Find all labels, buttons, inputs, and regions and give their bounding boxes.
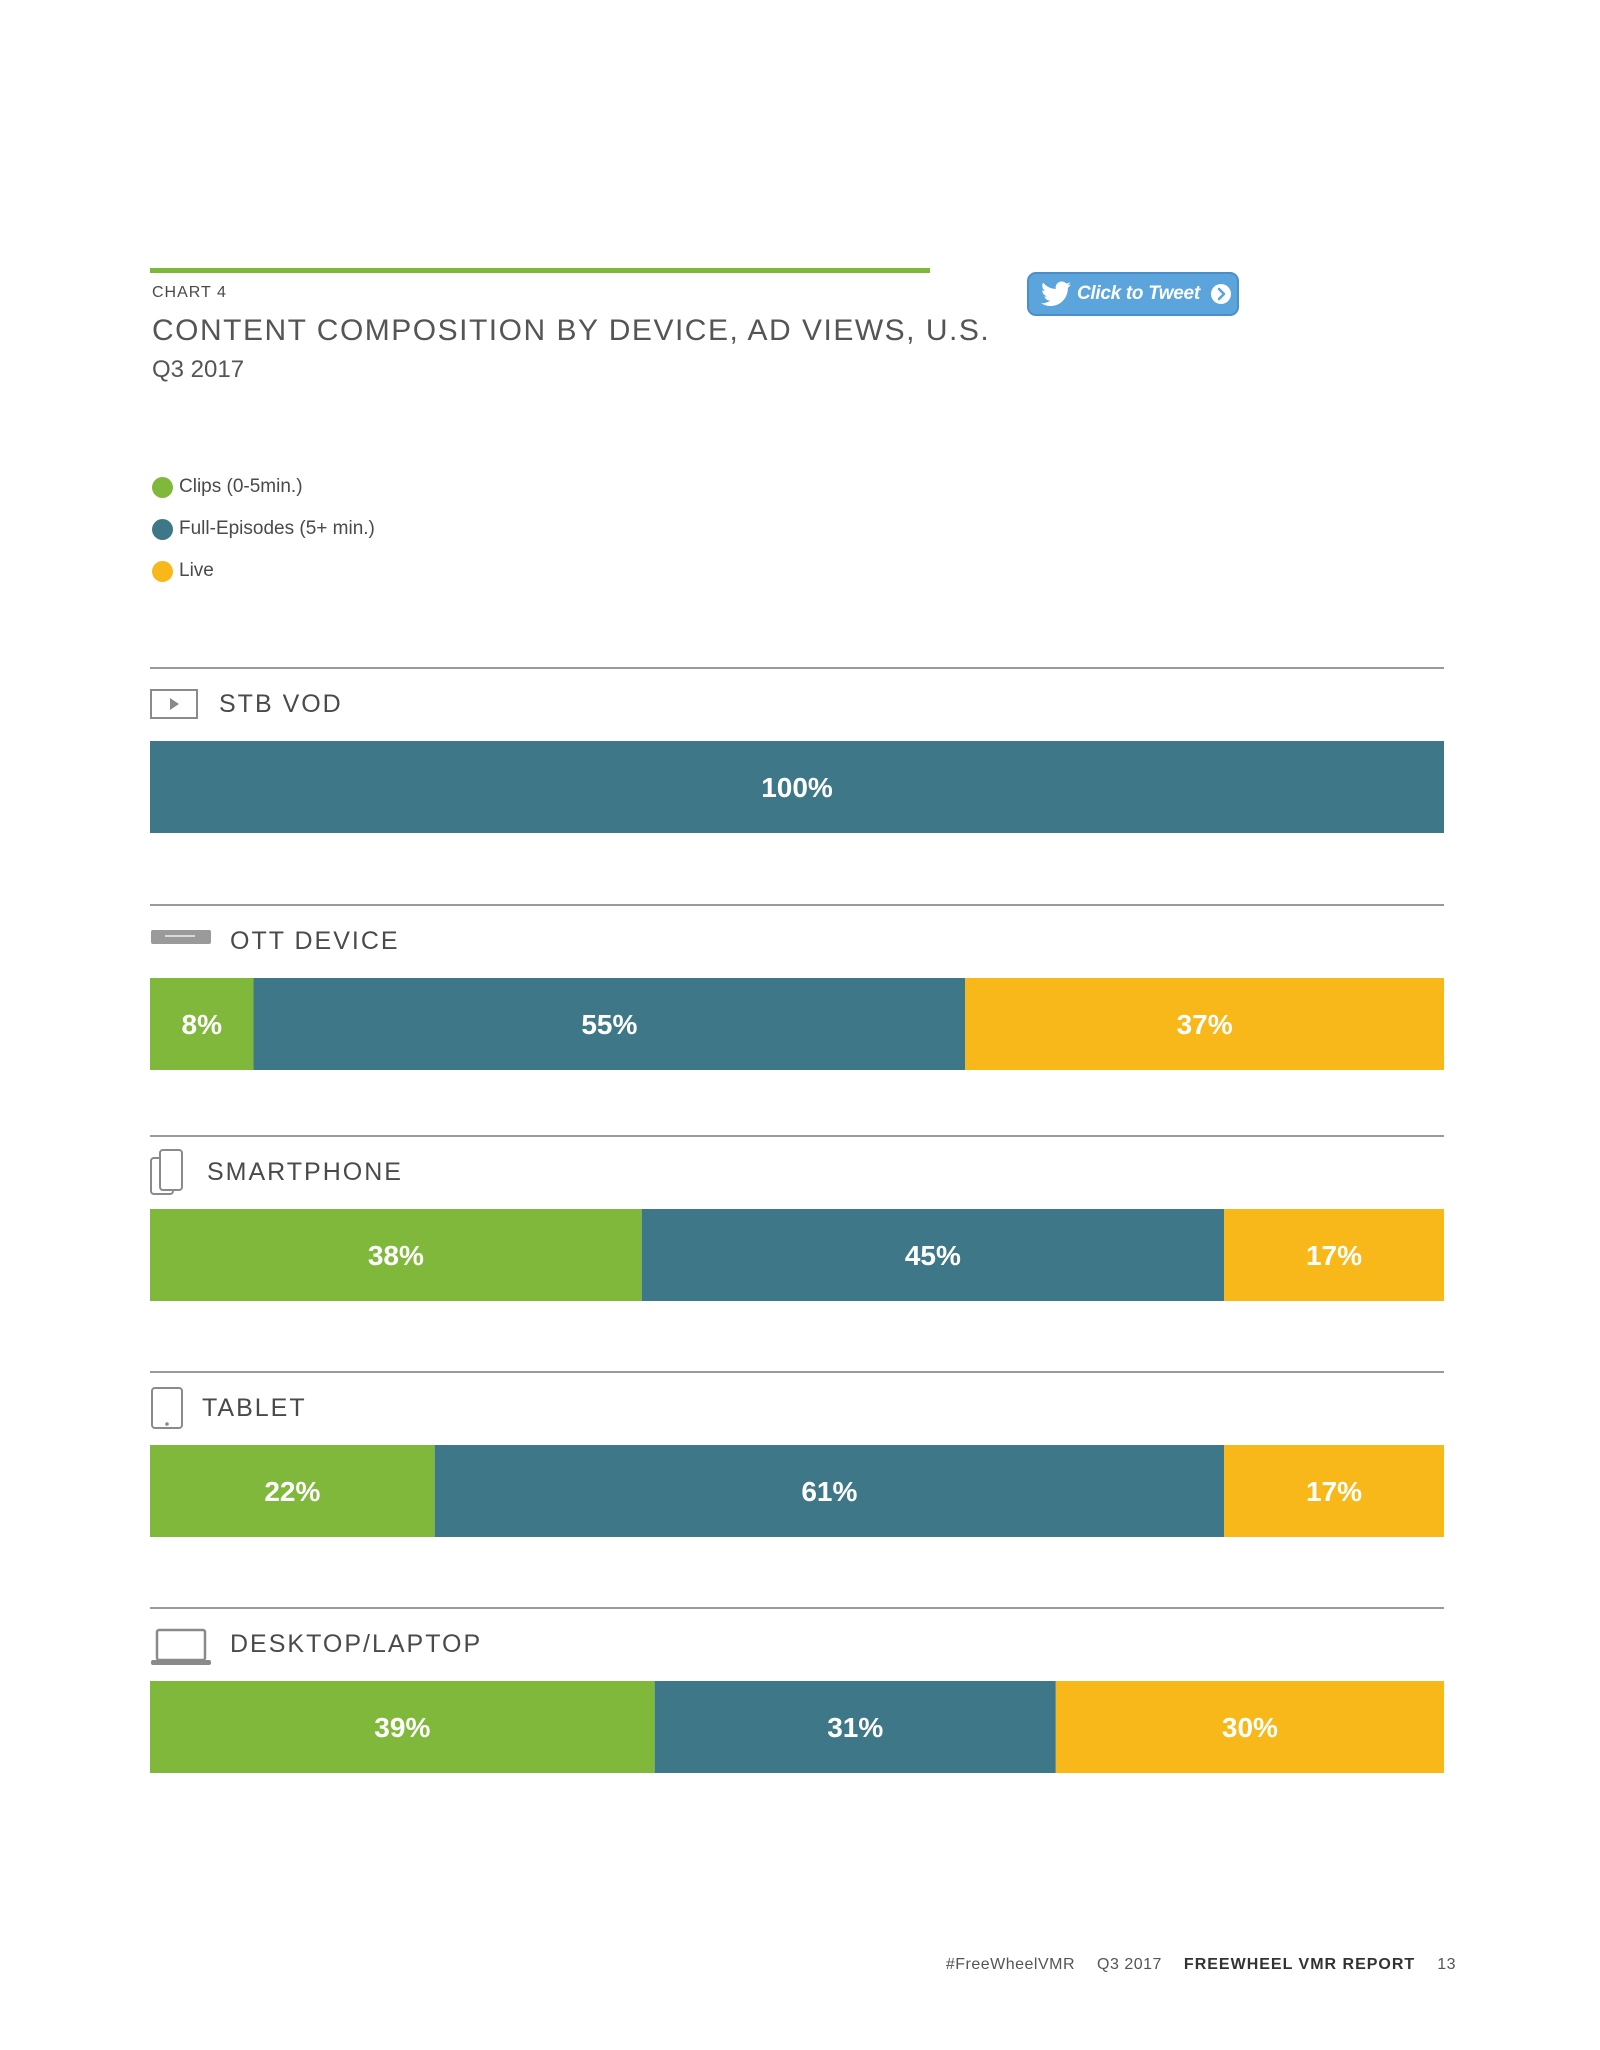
bar-value-label: 31% [827,1712,883,1743]
category-label: OTT DEVICE [230,927,400,955]
video-player-icon [150,689,198,719]
bar-value-label: 8% [182,1009,223,1040]
chevron-right-icon [1210,284,1231,304]
legend-label: Clips (0-5min.) [179,476,303,497]
bar-segment [1224,1209,1444,1301]
bar-segment [150,1445,435,1537]
bar-value-label: 100% [761,772,833,803]
bar-value-label: 61% [801,1476,857,1507]
bar-value-label: 22% [264,1476,320,1507]
footer-page-number: 13 [1437,1956,1456,1973]
legend-item: Full-Episodes (5+ min.) [152,508,375,550]
footer-hashtag: #FreeWheelVMR [945,1956,1076,1973]
bar-value-label: 17% [1306,1240,1362,1271]
bar-segment [654,1681,1056,1773]
laptop-icon [155,1628,207,1662]
bar-segment [253,978,966,1070]
bar-segment [1055,1681,1444,1773]
category-label: DESKTOP/LAPTOP [230,1630,482,1658]
bar-value-label: 39% [374,1712,430,1743]
chart-subtitle: Q3 2017 [152,356,245,383]
bar-segment [965,978,1444,1070]
category-label: TABLET [202,1394,307,1422]
bar-segment [1224,1445,1444,1537]
bar-segment [150,1681,655,1773]
chart-number: CHART 4 [152,284,227,301]
stacked-bar-chart: STB VOD 100% OTT DEVICE 8% 55% 37% SMARTPHONE 3… [150,667,1444,1773]
tablet-icon [151,1387,183,1429]
click-to-tweet-button[interactable]: Click to Tweet [1027,272,1239,316]
legend-swatch [152,560,173,582]
bar-value-label: 30% [1222,1712,1278,1743]
legend-item: Clips (0-5min.) [152,466,375,508]
legend-swatch [152,476,173,498]
tablet-button [165,1422,169,1426]
title-rule [150,268,930,273]
bar-value-label: 45% [905,1240,961,1271]
bar-value-label: 55% [581,1009,637,1040]
bar-segment [641,1209,1225,1301]
bar-segment [150,978,254,1070]
bar-value-label: 38% [368,1240,424,1271]
legend-swatch [152,518,173,540]
chart-title: CONTENT COMPOSITION BY DEVICE, AD VIEWS,… [152,314,991,347]
ott-box-slot [165,935,195,937]
bar-value-label: 17% [1306,1476,1362,1507]
bar-segment [150,1209,642,1301]
bar-segment [150,741,1444,833]
footer-period: Q3 2017 [1097,1956,1162,1973]
tweet-label: Click to Tweet [1077,283,1200,304]
laptop-base [151,1660,211,1665]
legend-label: Live [179,560,214,581]
twitter-bird-icon [1041,281,1071,306]
page-footer: #FreeWheelVMR Q3 2017 FREEWHEEL VMR REPO… [946,1956,1456,1974]
bar-segment [434,1445,1225,1537]
chart-legend: Clips (0-5min.) Full-Episodes (5+ min.) Li… [152,466,375,592]
smartphone-back [159,1149,183,1191]
legend-item: Live [152,550,375,592]
footer-report-name: FREEWHEEL VMR REPORT [1183,1956,1416,1973]
play-triangle [170,698,179,710]
category-label: SMARTPHONE [207,1158,403,1186]
legend-label: Full-Episodes (5+ min.) [179,518,375,539]
category-label: STB VOD [219,690,343,718]
bar-value-label: 37% [1177,1009,1233,1040]
